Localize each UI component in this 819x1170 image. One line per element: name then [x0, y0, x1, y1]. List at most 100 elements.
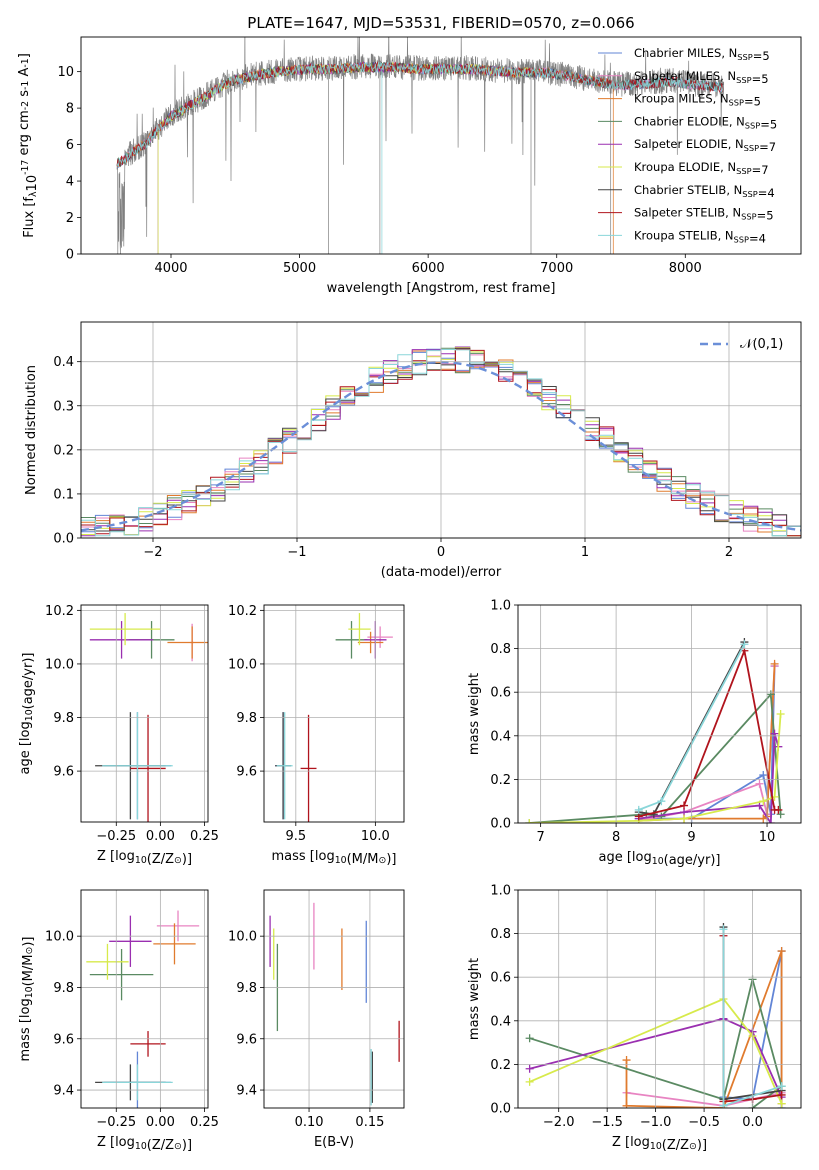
- y-tick-label: 10.2: [228, 604, 257, 619]
- x-tick-label: −2: [143, 545, 162, 560]
- weight-marker: [680, 801, 689, 810]
- y-tick-label: 0.6: [490, 686, 511, 701]
- x-tick-label: 0.00: [146, 1115, 175, 1130]
- x-tick-label: 10: [759, 830, 776, 845]
- x-tick-label: 0.0: [742, 1115, 763, 1130]
- x-tick-label: 0.25: [190, 1115, 219, 1130]
- weight-marker: [525, 1034, 534, 1043]
- y-tick-label: 10.0: [45, 657, 74, 672]
- weight-line: [625, 950, 783, 1108]
- observed-spectrum: [116, 37, 725, 254]
- legend-label: Salpeter MILES, NSSP=5​: [634, 69, 769, 86]
- x-tick-label: 2: [725, 545, 733, 560]
- weight-line: [529, 997, 783, 1104]
- y-tick-label: 10: [57, 65, 74, 80]
- weight-marker: [525, 1064, 534, 1073]
- x-tick-label: −1.5: [591, 1115, 623, 1130]
- y-tick-label: 10.0: [228, 657, 257, 672]
- weight-marker: [759, 797, 768, 806]
- y-tick-label: 0.6: [490, 971, 511, 986]
- y-axis-label: mass weight: [467, 673, 482, 755]
- weight-marker: [719, 925, 728, 934]
- panel-age_vs_mass: 9.5 10.0 9.6 9.8 10.0 10.2 mass [log10(M/M⊙)]​: [228, 604, 405, 867]
- x-axis-label: E(B-V): [314, 1135, 354, 1150]
- y-tick-label: 0.8: [490, 927, 511, 942]
- y-tick-label: 9.8: [236, 981, 257, 996]
- weight-marker: [634, 805, 643, 814]
- legend-label: Kroupa STELIB, NSSP=4​: [634, 228, 766, 245]
- y-tick-label: 0.0: [490, 1102, 511, 1117]
- plot-frame: [517, 604, 802, 824]
- model-line: [116, 62, 614, 254]
- y-tick-label: 9.6: [236, 765, 257, 780]
- y-axis-label: mass weight: [467, 958, 482, 1040]
- x-tick-label: 7000: [540, 261, 573, 276]
- x-axis-label: Z [log10(Z/Z⊙)]​: [612, 1135, 707, 1153]
- weight-line: [638, 647, 779, 818]
- plot-area: [269, 902, 400, 1106]
- x-tick-label: −0.5: [688, 1115, 720, 1130]
- legend-label: Salpeter STELIB, NSSP=5​: [634, 206, 774, 223]
- model-line: [116, 62, 724, 167]
- y-axis-label: mass [log10(M/M⊙)]​: [18, 937, 36, 1062]
- plot-frame: [80, 604, 209, 823]
- weight-marker: [719, 1101, 728, 1108]
- weight-marker: [740, 640, 749, 649]
- y-tick-label: 0.4: [53, 355, 74, 370]
- plot-frame: [80, 889, 209, 1109]
- y-tick-label: 0.1: [53, 487, 74, 502]
- figure-title: PLATE=1647, MJD=53531, FIBERID=0570, z=0…: [247, 14, 634, 32]
- legend-label: Salpeter ELODIE, NSSP=7​: [634, 137, 776, 154]
- panel-residual_histogram: −2 −1 0 1 2 0.0 0.1 0.2 0.3 0.4 (data-model)/error…: [24, 321, 802, 580]
- y-tick-label: 9.6: [53, 765, 74, 780]
- weight-marker: [774, 805, 783, 814]
- y-tick-label: 9.8: [53, 711, 74, 726]
- y-axis-label: age [log10(age/yr)]​: [18, 653, 36, 775]
- y-tick-label: 9.4: [236, 1084, 257, 1099]
- weight-marker: [777, 1090, 786, 1099]
- x-tick-label: 10.0: [361, 829, 390, 844]
- plot-frame: [80, 321, 802, 539]
- weight-marker: [776, 710, 785, 718]
- panel-spectrum: 4000 5000 6000 7000 8000 0 2 4 6 8 10 wavelength [A…: [17, 36, 802, 296]
- y-tick-label: 1.0: [490, 599, 511, 614]
- y-tick-label: 6: [66, 138, 74, 153]
- x-axis-label: (data-model)/error: [381, 565, 502, 580]
- y-tick-label: 0: [66, 248, 74, 263]
- y-axis-label: Flux [fλ10-17 erg cm-2 s-1 A-1]​: [17, 53, 40, 238]
- model-line: [116, 61, 724, 254]
- weight-marker: [777, 947, 786, 956]
- y-tick-label: 8: [66, 102, 74, 117]
- x-axis-label: age [log10(age/yr)]​: [599, 850, 721, 868]
- y-tick-label: 9.8: [53, 981, 74, 996]
- weight-marker: [766, 690, 775, 699]
- weight-line: [638, 665, 776, 820]
- weight-marker: [776, 810, 785, 819]
- x-tick-label: 0.25: [190, 829, 219, 844]
- plot-area: [116, 37, 725, 254]
- x-tick-label: 6000: [412, 261, 445, 276]
- plot-area: [525, 638, 785, 823]
- model-line: [116, 61, 724, 168]
- x-tick-label: 0.15: [355, 1115, 384, 1130]
- legend-label: Chabrier STELIB, NSSP=4​: [634, 183, 775, 200]
- plot-frame: [80, 36, 802, 255]
- x-tick-label: −0.25: [96, 1115, 136, 1130]
- plot-area: [86, 910, 200, 1108]
- panel-mass_weight_vs_age: 7 8 9 10 0.0 0.2 0.4 0.6 0.8 1.0 age [log10(age/yr…: [467, 599, 802, 868]
- model-line: [116, 61, 724, 167]
- weight-marker: [680, 814, 689, 823]
- weight-line: [638, 663, 776, 822]
- model-line: [116, 62, 724, 167]
- weight-line: [529, 713, 782, 823]
- legend-label: Chabrier MILES, NSSP=5​: [634, 46, 770, 63]
- y-axis-label: Normed distribution: [24, 365, 39, 495]
- x-axis-label: Z [log10(Z/Z⊙)]​: [97, 1135, 192, 1153]
- x-tick-label: −0.25: [96, 829, 136, 844]
- panel-age_vs_Z: −0.25 0.00 0.25 9.6 9.8 10.0 10.2 Z [log10(Z/Z⊙…: [18, 604, 219, 867]
- y-tick-label: 0.8: [490, 642, 511, 657]
- y-tick-label: 0.2: [53, 443, 74, 458]
- x-tick-label: 0.00: [146, 829, 175, 844]
- y-tick-label: 0.2: [490, 773, 511, 788]
